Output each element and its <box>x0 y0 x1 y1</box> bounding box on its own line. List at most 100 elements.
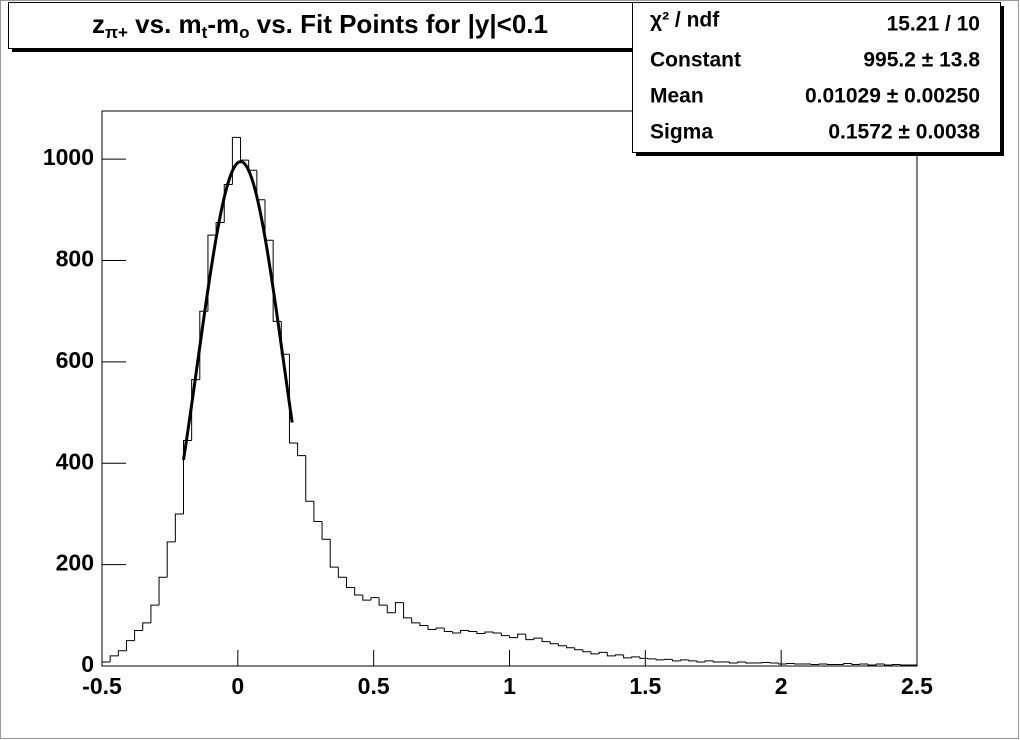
histogram-bin <box>672 659 681 662</box>
histogram-bin <box>623 654 632 659</box>
histogram-bin <box>509 635 518 639</box>
histogram-bin <box>777 662 787 665</box>
histogram-bin <box>517 633 526 638</box>
histogram-bin <box>386 605 396 614</box>
histogram-bin <box>541 638 551 643</box>
histogram-bin <box>606 652 616 657</box>
histogram-bin <box>354 587 363 596</box>
title-subscript: t <box>202 23 208 42</box>
histogram-bin <box>908 664 918 666</box>
histogram-bin <box>183 439 192 514</box>
histogram-bin <box>109 655 119 662</box>
histogram-bin <box>134 630 143 641</box>
histogram-bin <box>435 627 445 630</box>
x-tick-label: 0.5 <box>358 673 390 699</box>
chart-title: zπ+ vs. mt-mo vs. Fit Points for |y|<0.1 <box>92 9 548 43</box>
stat-value: 0.1572 ± 0.0038 <box>828 121 980 144</box>
histogram-bin <box>818 663 828 665</box>
histogram-bin <box>663 658 673 660</box>
histogram-bin <box>346 577 355 588</box>
histogram-bin <box>370 597 380 601</box>
histogram-bin <box>696 660 706 663</box>
title-part: z <box>92 9 105 39</box>
histogram-bin <box>329 539 339 568</box>
x-tick-label: 1 <box>503 673 516 699</box>
histogram-bin <box>142 622 151 631</box>
histogram-bin <box>737 661 746 663</box>
histogram-bin <box>574 647 583 651</box>
histogram-bin <box>427 625 437 631</box>
histogram-bin <box>843 662 852 665</box>
histogram-bin <box>288 354 298 444</box>
y-tick-label: 200 <box>56 550 94 576</box>
title-subscript: o <box>239 23 249 42</box>
histogram-bin <box>150 604 160 623</box>
histogram-bin <box>614 654 624 656</box>
histogram-bin <box>639 656 649 659</box>
histogram-bin <box>460 630 469 634</box>
histogram-bin <box>451 631 461 634</box>
histogram-bin <box>712 660 722 663</box>
histogram-bin <box>590 651 600 655</box>
y-tick-label: 800 <box>56 246 94 272</box>
histogram-bin <box>125 640 135 651</box>
histogram-bin <box>492 632 502 634</box>
histogram-bin <box>688 659 697 662</box>
histogram-bin <box>337 567 347 578</box>
histogram-bin <box>867 663 877 666</box>
title-part: -m <box>207 9 239 39</box>
histogram-bin <box>745 661 754 664</box>
histogram-bin <box>680 659 689 661</box>
histogram-bin <box>313 501 323 523</box>
x-tick-label: 2 <box>775 673 788 699</box>
title-subscript: π+ <box>105 23 128 42</box>
histogram-bin <box>729 661 738 664</box>
histogram-bin <box>476 631 486 635</box>
histogram-bin <box>631 656 640 658</box>
histogram-bin <box>900 664 909 666</box>
histogram-bin <box>297 442 306 457</box>
x-tick-label: -0.5 <box>82 673 122 699</box>
y-tick-label: 600 <box>56 347 94 373</box>
histogram-bin <box>566 645 575 649</box>
histogram-bin <box>582 649 591 653</box>
histogram-bin <box>403 602 412 619</box>
title-part: vs. Fit Points for |y|<0.1 <box>250 9 548 39</box>
histogram-bin <box>892 663 901 665</box>
y-tick-label: 1000 <box>43 144 94 170</box>
stat-name: χ² / ndf <box>650 9 720 32</box>
histogram-bin <box>525 634 534 641</box>
histogram-bin <box>786 662 795 664</box>
x-tick-label: 1.5 <box>629 673 661 699</box>
histogram-bin <box>411 617 420 624</box>
histogram-bin <box>810 663 820 665</box>
stat-value: 0.01029 ± 0.00250 <box>805 85 980 108</box>
histogram-bin <box>101 661 111 666</box>
histogram-bin <box>826 663 836 665</box>
histogram-bin <box>875 663 885 665</box>
x-tick-label: 2.5 <box>901 673 933 699</box>
histogram-bin <box>761 661 771 663</box>
title-box <box>8 2 633 49</box>
stats-box <box>632 2 1001 153</box>
histogram-bin <box>305 455 314 502</box>
histogram-bin <box>794 663 803 665</box>
histogram-bin <box>655 658 665 661</box>
histogram-bin <box>117 650 127 656</box>
histogram-bin <box>321 521 331 540</box>
histogram-bin <box>443 627 453 633</box>
histogram-bin <box>533 637 543 640</box>
histogram-bin <box>484 631 494 634</box>
y-tick-label: 0 <box>81 651 94 677</box>
stat-value: 995.2 ± 13.8 <box>863 49 980 72</box>
histogram-bin <box>419 622 428 626</box>
histogram-bin <box>468 630 477 633</box>
x-tick-label: 0 <box>231 673 244 699</box>
histogram-bin <box>394 602 404 613</box>
y-tick-label: 400 <box>56 448 94 474</box>
histogram-bin <box>166 541 176 578</box>
stat-value: 15.21 / 10 <box>887 13 980 36</box>
histogram-bin <box>191 379 200 441</box>
